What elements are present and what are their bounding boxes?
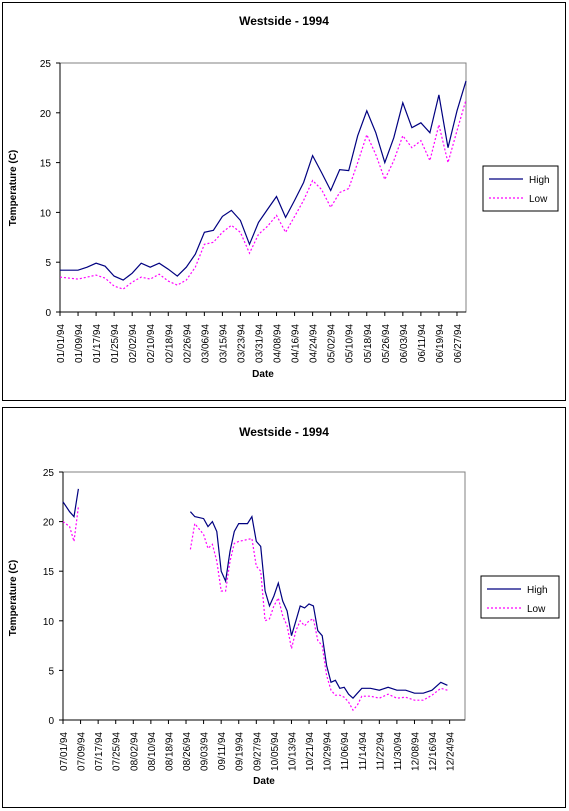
x-tick-label: 11/14/94 [358,732,369,771]
x-tick-label: 06/03/94 [399,324,410,363]
x-tick-label: 12/24/94 [446,732,457,771]
y-tick-label: 25 [40,59,52,70]
x-axis-label: Date [253,776,275,787]
x-tick-label: 09/27/94 [252,732,263,771]
chart-1: Westside - 1994 0 5 10 15 20 25 01/01/94 01/09/9… [8,14,559,380]
series-line-low [189,522,448,712]
y-tick-label: 15 [43,567,55,578]
chart-panel-1: Westside - 1994 0 5 10 15 20 25 01/01/94 01/09/9… [2,2,566,401]
y-tick-label: 5 [48,666,54,677]
legend-box [482,165,559,212]
x-tick-label: 05/26/94 [381,324,392,363]
x-tick-label: 08/10/94 [147,732,158,771]
x-tick-label: 10/05/94 [270,732,281,771]
x-tick-label: 10/13/94 [287,732,298,771]
x-tick-label: 12/08/94 [410,732,421,771]
y-tick-label: 15 [40,159,52,170]
series-line-low [59,99,467,290]
legend-label-high: High [529,175,550,186]
x-tick-label: 04/24/94 [309,324,320,363]
y-tick-label: 0 [48,716,54,727]
x-tick-label: 02/26/94 [182,324,193,363]
x-tick-label: 06/19/94 [435,324,446,363]
x-tick-label: 10/21/94 [305,732,316,771]
x-tick-label: 05/10/94 [345,324,356,363]
x-tick-label: 11/30/94 [393,732,404,771]
legend-label-low: Low [529,194,548,205]
x-tick-label: 01/01/94 [56,324,67,363]
x-tick-label: 12/16/94 [428,732,439,771]
x-tick-label: 11/22/94 [375,732,386,771]
chart-title: Westside - 1994 [239,14,329,28]
series-line-high [60,80,467,281]
legend-box [480,575,560,619]
x-tick-label: 04/16/94 [291,324,302,363]
x-tick-label: 09/11/94 [217,732,228,771]
x-tick-label: 06/11/94 [417,324,428,363]
y-tick-label: 10 [43,617,55,628]
x-tick-label: 01/09/94 [74,324,85,363]
x-tick-label: 05/18/94 [363,324,374,363]
x-tick-label: 05/02/94 [327,324,338,363]
x-tick-label: 02/18/94 [164,324,175,363]
series-line-low [62,506,79,542]
legend-label-high: High [527,585,548,596]
x-tick-label: 10/29/94 [323,732,334,771]
chart-panel-2: Westside - 1994 0 5 10 15 20 25 07/01/94 07/09/9… [2,407,566,808]
y-tick-label: 10 [40,208,52,219]
x-tick-label: 02/10/94 [146,324,157,363]
x-tick-label: 07/09/94 [77,732,88,771]
y-tick-label: 20 [40,109,52,120]
x-tick-label: 03/31/94 [254,324,265,363]
x-tick-label: 09/19/94 [235,732,246,771]
y-axis-label: Temperature (C) [8,560,19,637]
y-tick-label: 0 [45,308,51,319]
plot-area [59,62,467,313]
y-tick-label: 5 [45,258,51,269]
x-tick-label: 07/17/94 [94,732,105,771]
series-line-high [189,511,448,700]
x-tick-label: 06/27/94 [453,324,464,363]
x-tick-label: 03/06/94 [200,324,211,363]
x-tick-label: 03/23/94 [236,324,247,363]
y-tick-label: 20 [43,518,55,529]
legend-label-low: Low [527,604,546,615]
x-tick-label: 01/25/94 [110,324,121,363]
x-tick-label: 11/06/94 [340,732,351,771]
x-tick-label: 09/03/94 [200,732,211,771]
x-tick-label: 07/01/94 [59,732,70,771]
x-axis-label: Date [252,369,274,380]
y-axis-label: Temperature (C) [8,150,19,227]
chart-title: Westside - 1994 [239,425,329,439]
x-tick-label: 02/02/94 [128,324,139,363]
x-tick-label: 04/08/94 [273,324,284,363]
x-tick-label: 01/17/94 [92,324,103,363]
x-tick-label: 08/18/94 [164,732,175,771]
series-line-high [62,488,79,518]
x-tick-label: 07/25/94 [112,732,123,771]
chart-2: Westside - 1994 0 5 10 15 20 25 07/01/94 07/09/9… [8,425,560,787]
x-tick-label: 08/02/94 [129,732,140,771]
x-tick-label: 08/26/94 [182,732,193,771]
x-tick-label: 03/15/94 [218,324,229,363]
y-tick-label: 25 [43,468,55,479]
plot-area [62,471,466,721]
